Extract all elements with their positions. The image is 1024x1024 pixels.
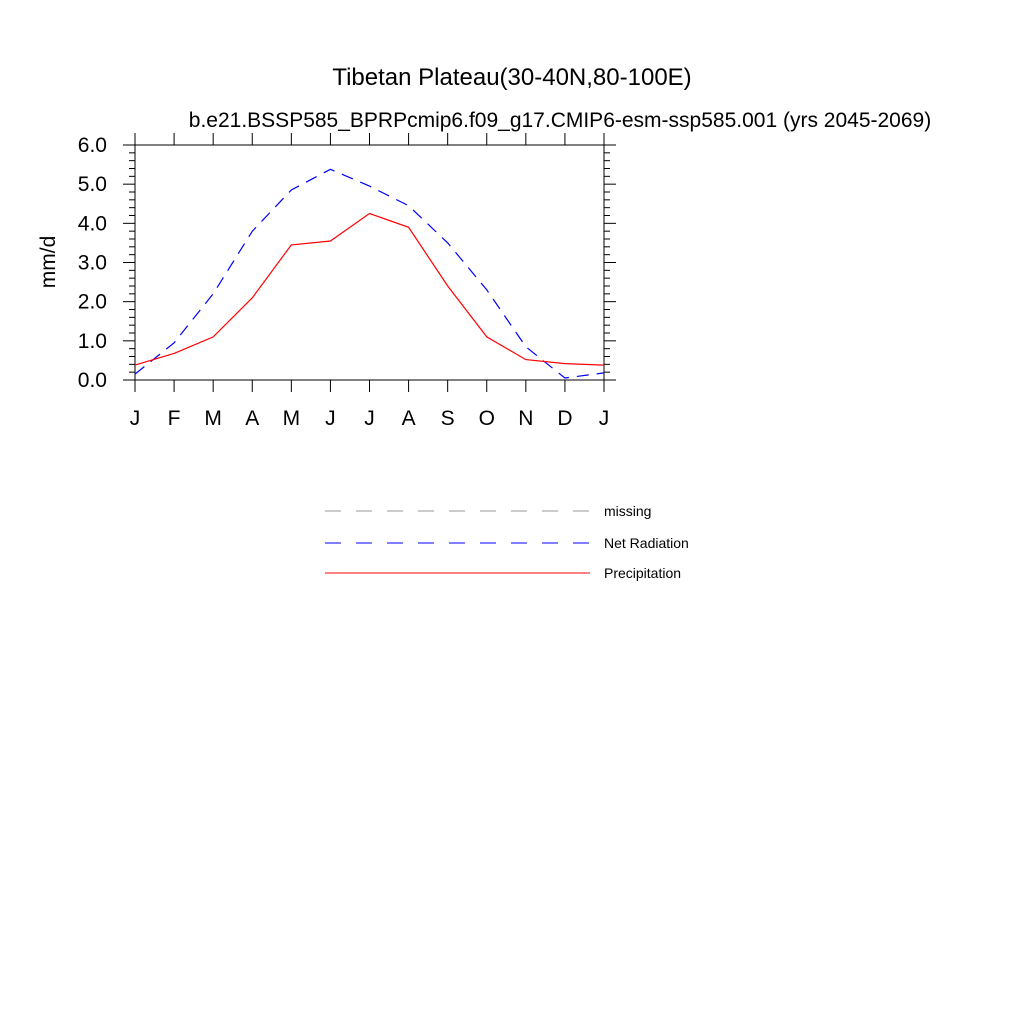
- y-tick-label: 2.0: [78, 291, 107, 314]
- y-tick-label: 3.0: [78, 252, 107, 275]
- x-tick-label: M: [283, 407, 301, 430]
- y-tick-label: 4.0: [78, 212, 107, 235]
- series-line-net-radiation: [134, 168, 605, 379]
- x-tick-label: M: [204, 407, 222, 430]
- plot-area: J F M A M J J A S O N D J0.01.02.03.04.05.06.0: [78, 133, 616, 430]
- x-tick-label: A: [245, 407, 259, 430]
- y-tick-label: 5.0: [78, 173, 107, 196]
- x-tick-label: J: [130, 407, 141, 430]
- legend: missing Net Radiation Precipitation: [325, 503, 689, 581]
- legend-label: Precipitation: [604, 565, 681, 581]
- x-tick-label: S: [441, 407, 455, 430]
- x-tick-label: N: [518, 407, 533, 430]
- chart-subtitle: b.e21.BSSP585_BPRPcmip6.f09_g17.CMIP6-es…: [189, 109, 931, 132]
- x-tick-label: J: [364, 407, 375, 430]
- x-tick-label: A: [402, 407, 416, 430]
- y-tick-label: 6.0: [78, 134, 107, 157]
- y-tick-label: 0.0: [78, 369, 107, 392]
- y-axis-label: mm/d: [37, 236, 60, 289]
- legend-label: missing: [604, 503, 651, 519]
- legend-label: Net Radiation: [604, 535, 689, 551]
- plot-frame: [134, 144, 605, 381]
- y-tick-label: 1.0: [78, 330, 107, 353]
- series-line-precipitation: [134, 212, 605, 366]
- x-tick-label: F: [168, 407, 181, 430]
- x-tick-label: J: [599, 407, 610, 430]
- x-tick-label: D: [557, 407, 572, 430]
- x-tick-label: J: [325, 407, 336, 430]
- x-tick-label: O: [479, 407, 495, 430]
- chart-title: Tibetan Plateau(30-40N,80-100E): [332, 64, 691, 91]
